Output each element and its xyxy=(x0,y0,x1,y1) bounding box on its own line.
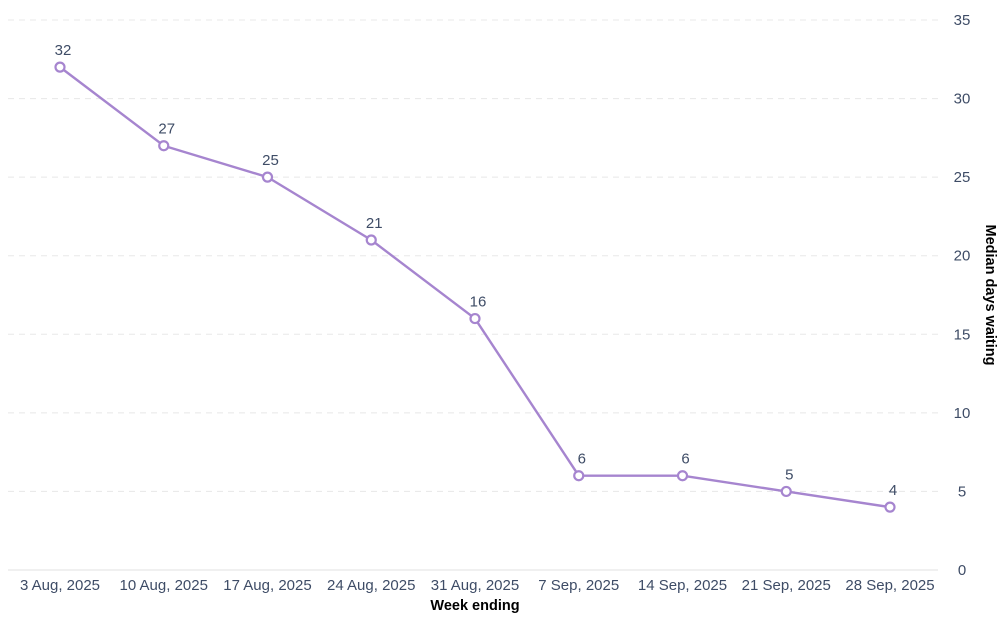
data-point-marker[interactable] xyxy=(780,485,792,498)
data-point-marker[interactable] xyxy=(676,470,689,482)
y-tick-label: 5 xyxy=(958,483,966,500)
data-point-marker[interactable] xyxy=(365,234,377,246)
y-tick-label: 30 xyxy=(954,91,971,108)
y-tick-label: 10 xyxy=(954,405,971,422)
data-point-marker[interactable] xyxy=(573,470,585,482)
x-tick-label: 21 Sep, 2025 xyxy=(742,577,831,594)
data-point-label: 16 xyxy=(470,294,487,311)
data-point-label: 6 xyxy=(578,451,586,468)
x-tick-label: 17 Aug, 2025 xyxy=(223,577,311,594)
data-point-marker[interactable] xyxy=(469,312,481,325)
x-tick-label: 3 Aug, 2025 xyxy=(20,577,100,594)
data-point-marker[interactable] xyxy=(54,61,66,73)
data-point-label: 25 xyxy=(262,152,279,169)
x-tick-label: 14 Sep, 2025 xyxy=(638,577,727,594)
gridlines-layer xyxy=(8,19,938,571)
x-tick-label: 31 Aug, 2025 xyxy=(431,577,519,594)
y-tick-label: 0 xyxy=(958,562,966,579)
series-line xyxy=(58,65,892,509)
x-tick-label: 28 Sep, 2025 xyxy=(845,577,934,594)
y-tick-label: 15 xyxy=(954,326,971,343)
x-tick-label: 10 Aug, 2025 xyxy=(120,577,208,594)
y-tick-label: 35 xyxy=(954,12,971,29)
data-point-label: 6 xyxy=(681,451,689,468)
data-point-label: 21 xyxy=(366,215,383,232)
series-layer xyxy=(54,61,896,513)
data-point-label: 4 xyxy=(889,482,897,499)
labels-layer: 0 5 10 15 20 25 30 35 3 Aug, 2025 10 Aug, 2025 17 … xyxy=(20,12,970,594)
data-point-marker[interactable] xyxy=(261,171,274,183)
x-axis-title: Week ending xyxy=(430,598,519,614)
data-point-label: 27 xyxy=(158,121,175,138)
y-tick-label: 25 xyxy=(954,169,971,186)
x-tick-label: 24 Aug, 2025 xyxy=(327,577,415,594)
data-point-marker[interactable] xyxy=(158,140,170,152)
data-point-label: 32 xyxy=(55,42,72,59)
y-axis-title: Median days waiting xyxy=(982,225,998,366)
y-tick-label: 20 xyxy=(954,248,971,265)
x-tick-label: 7 Sep, 2025 xyxy=(538,577,619,594)
data-point-label: 5 xyxy=(785,466,793,483)
data-point-marker[interactable] xyxy=(884,501,896,513)
